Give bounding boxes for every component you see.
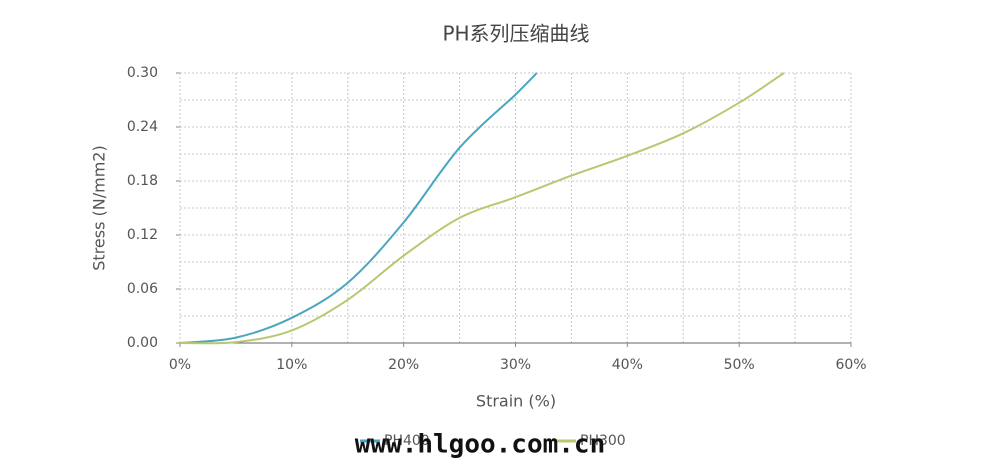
- y-tick-label: 0.18: [127, 173, 158, 189]
- y-tick-label: 0.24: [127, 119, 158, 135]
- watermark: www.hlgoo.com.cn: [355, 430, 605, 460]
- x-tick-label: 40%: [612, 357, 643, 373]
- y-tick-label: 0.12: [127, 227, 158, 243]
- x-tick-label: 30%: [500, 357, 531, 373]
- y-tick-label: 0.30: [127, 65, 158, 81]
- x-tick-label: 10%: [276, 357, 307, 373]
- x-tick-label: 0%: [169, 357, 191, 373]
- legend-label: PH400: [384, 433, 430, 449]
- x-axis-label: Strain (%): [476, 392, 556, 411]
- y-tick-label: 0.06: [127, 281, 158, 297]
- line-series: [179, 72, 538, 344]
- legend-label: PH300: [580, 433, 626, 449]
- y-axis-label: Stress (N/mm2): [90, 145, 109, 270]
- y-tick-label: 0.00: [127, 335, 158, 351]
- line-series: [179, 72, 785, 345]
- x-tick-label: 60%: [835, 357, 866, 373]
- x-tick-label: 20%: [388, 357, 419, 373]
- x-tick-label: 50%: [724, 357, 755, 373]
- chart-title: PH系列压缩曲线: [442, 22, 589, 46]
